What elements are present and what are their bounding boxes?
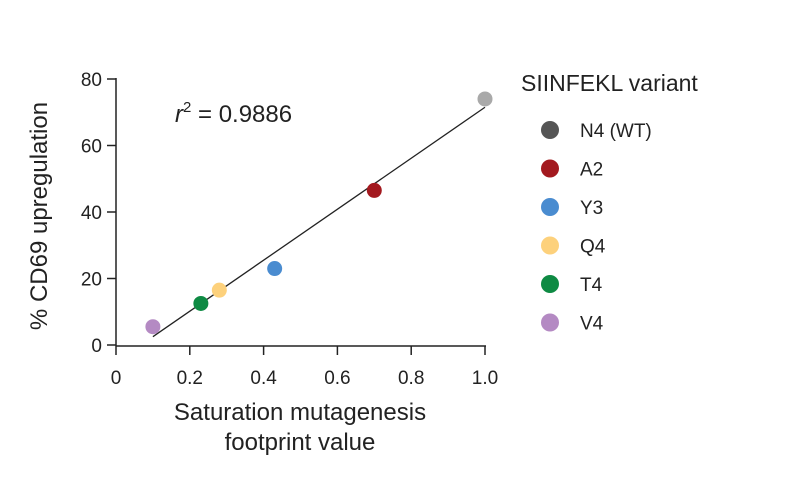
legend-label-v4: V4 xyxy=(580,314,604,335)
x-ticks: 0 0.2 0.4 0.6 0.8 1.0 xyxy=(111,346,498,389)
legend-title: SIINFEKL variant xyxy=(521,70,698,96)
x-tick-label: 0.4 xyxy=(250,368,277,389)
data-point-n4-wt xyxy=(477,91,493,107)
legend-marker-t4 xyxy=(541,275,559,293)
y-tick-label: 80 xyxy=(81,70,102,91)
x-axis-label-line-2: footprint value xyxy=(225,429,376,456)
fit-line xyxy=(152,106,486,338)
plot-area: 0 20 40 60 80 0 0.2 0.4 0.6 0.8 1.0 xyxy=(81,70,498,389)
x-axis-label-line-1: Saturation mutagenesis xyxy=(174,399,426,426)
x-tick-label: 0.8 xyxy=(398,368,424,389)
x-tick-label: 0.2 xyxy=(177,368,203,389)
legend-label-t4: T4 xyxy=(580,275,603,296)
legend-marker-v4 xyxy=(541,313,559,332)
legend-marker-q4 xyxy=(541,236,559,255)
legend-marker-y3 xyxy=(541,198,559,216)
legend-marker-n4-wt xyxy=(541,121,559,139)
data-point-v4 xyxy=(145,319,161,335)
data-point-a2 xyxy=(366,182,382,198)
r-symbol: r xyxy=(175,101,184,128)
data-point-q4 xyxy=(211,282,227,298)
legend-label-a2: A2 xyxy=(580,160,603,181)
x-tick-label: 1.0 xyxy=(472,368,498,389)
y-ticks: 0 20 40 60 80 xyxy=(81,70,116,357)
data-point-y3 xyxy=(267,261,283,277)
legend-label-q4: Q4 xyxy=(580,237,606,258)
annotation-r2: r2 = 0.9886 xyxy=(175,99,292,128)
data-points xyxy=(145,91,493,335)
y-tick-label: 0 xyxy=(91,336,102,357)
r-exponent: 2 xyxy=(183,99,191,116)
x-tick-label: 0 xyxy=(111,368,122,389)
y-tick-label: 40 xyxy=(81,203,102,224)
y-axis-label: % CD69 upregulation xyxy=(26,102,53,330)
legend-label-y3: Y3 xyxy=(580,198,603,219)
legend-marker-a2 xyxy=(541,159,559,178)
legend: SIINFEKL variant N4 (WT) A2 Y3 Q4 T4 V4 xyxy=(521,70,698,335)
data-point-t4 xyxy=(193,295,209,311)
x-tick-label: 0.6 xyxy=(324,368,350,389)
y-tick-label: 20 xyxy=(81,270,102,291)
y-tick-label: 60 xyxy=(81,137,102,158)
legend-label-n4-wt: N4 (WT) xyxy=(580,121,652,142)
r-value: = 0.9886 xyxy=(191,101,292,128)
legend-items: N4 (WT) A2 Y3 Q4 T4 V4 xyxy=(541,121,652,335)
